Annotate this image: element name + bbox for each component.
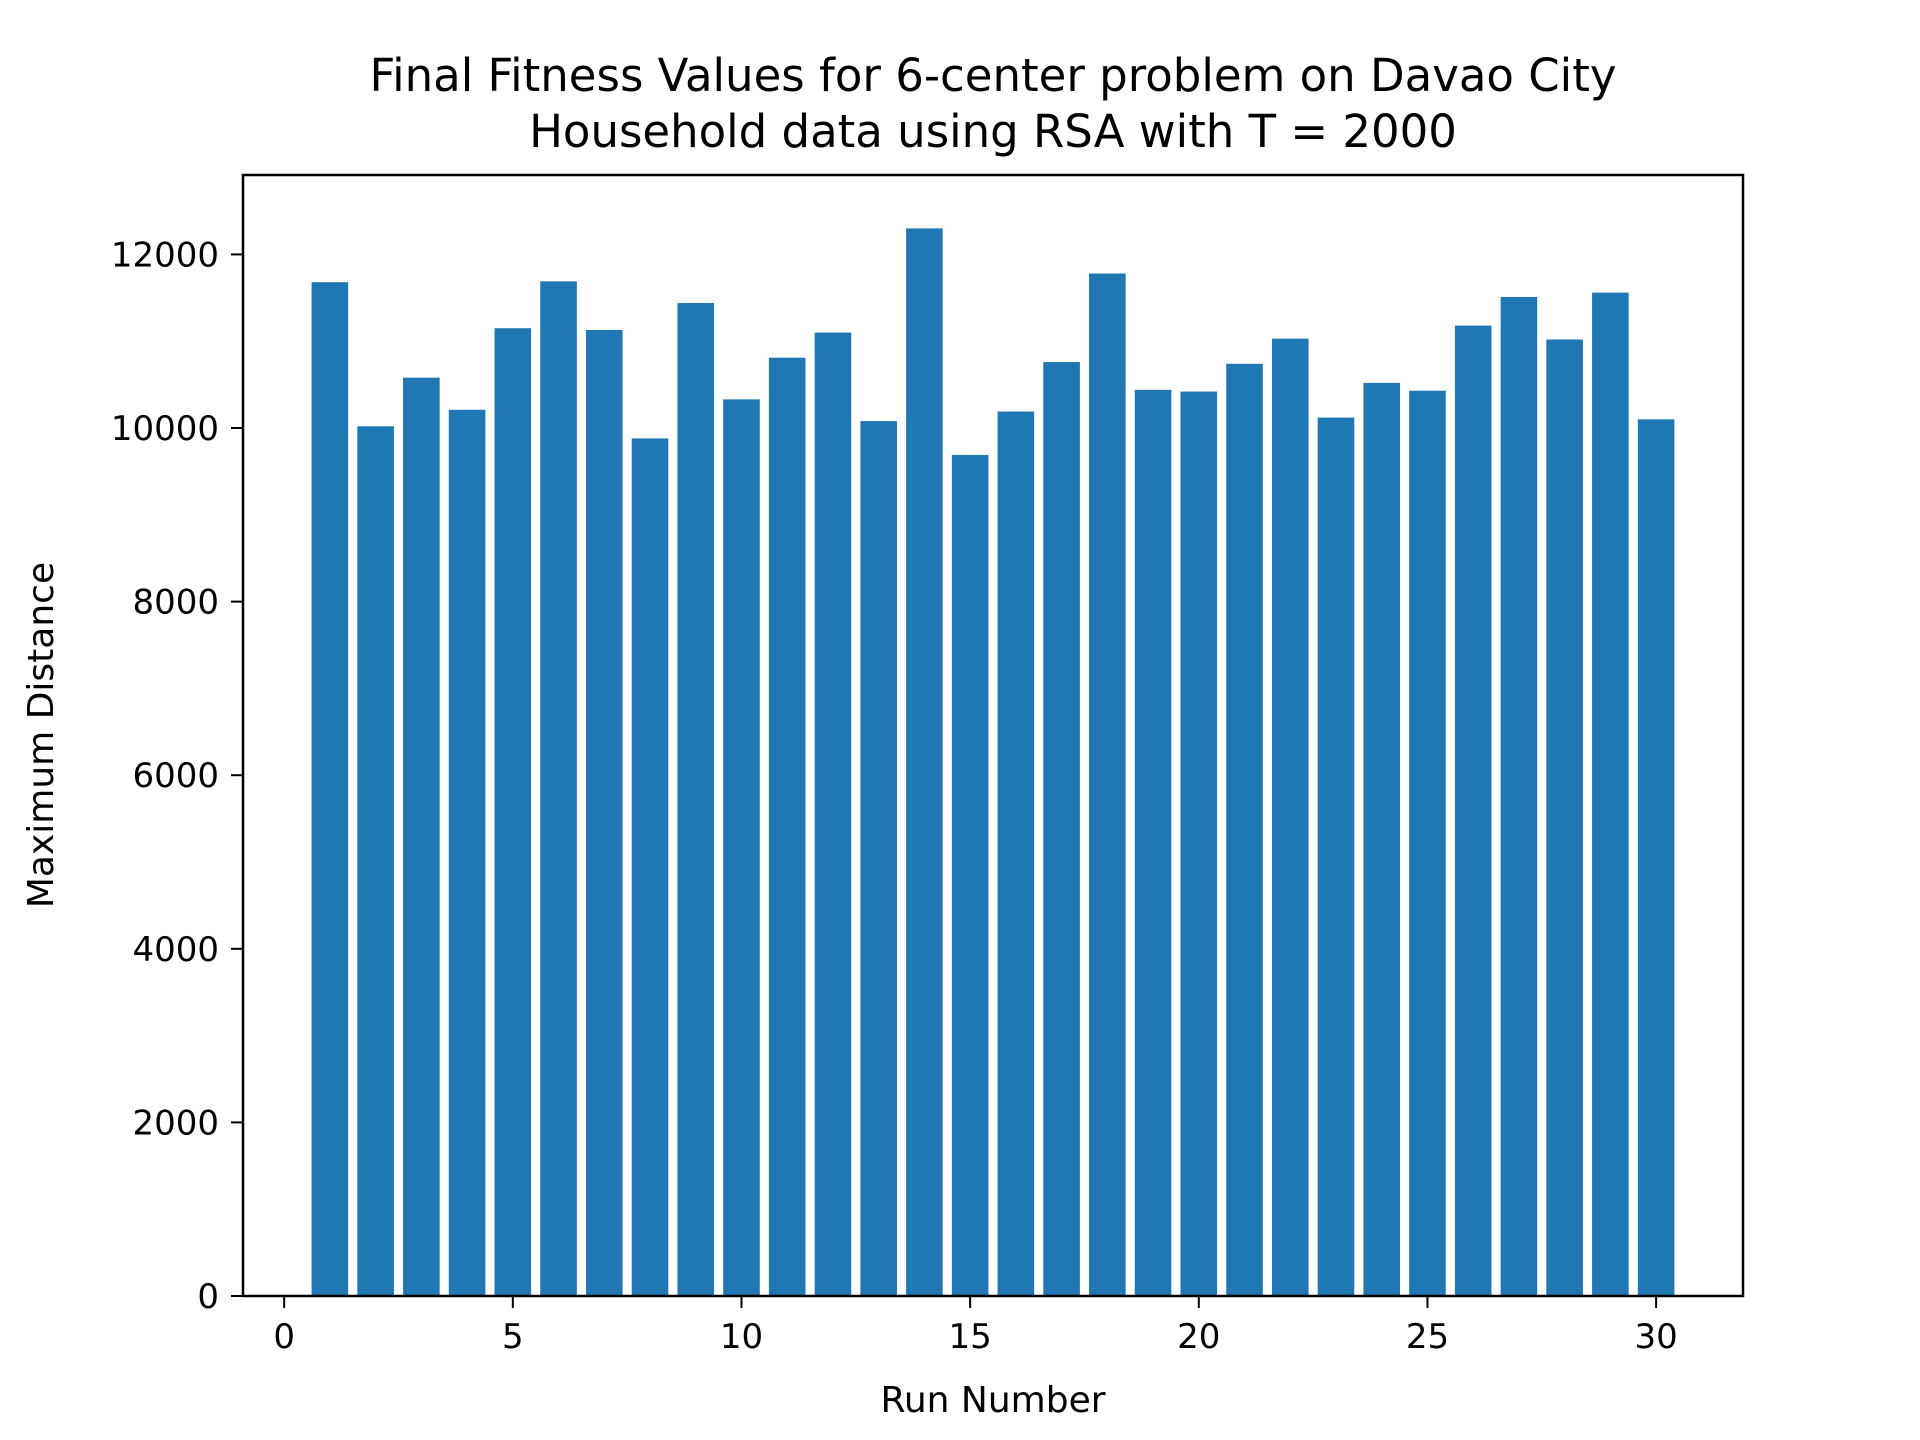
x-tick-label: 0 bbox=[273, 1317, 295, 1357]
x-tick-label: 15 bbox=[949, 1317, 992, 1357]
x-tick-label: 5 bbox=[502, 1317, 524, 1357]
bar-run-13 bbox=[860, 421, 897, 1296]
bar-run-29 bbox=[1592, 292, 1629, 1296]
bar-run-16 bbox=[997, 411, 1035, 1296]
bar-run-22 bbox=[1271, 338, 1309, 1297]
bar-run-26 bbox=[1454, 325, 1492, 1296]
bar-run-6 bbox=[540, 281, 577, 1297]
chart-title-line-2: Household data using RSA with T = 2000 bbox=[529, 105, 1457, 158]
y-axis-label: Maximum Distance bbox=[21, 562, 62, 908]
bar-run-30 bbox=[1637, 419, 1675, 1296]
bar-run-21 bbox=[1226, 363, 1263, 1297]
bar-run-9 bbox=[677, 303, 715, 1297]
y-axis-ticks: 0 2000 4000 6000 8000 10000 12000 bbox=[111, 235, 243, 1317]
x-tick-label: 30 bbox=[1634, 1317, 1677, 1357]
bar-run-15 bbox=[951, 454, 989, 1296]
y-tick-label: 0 bbox=[197, 1277, 219, 1317]
x-tick-label: 10 bbox=[720, 1317, 763, 1357]
y-tick-label: 8000 bbox=[132, 583, 219, 623]
bar-run-4 bbox=[448, 409, 486, 1296]
bar-run-7 bbox=[585, 329, 623, 1297]
bars-group bbox=[311, 228, 1675, 1297]
bar-run-23 bbox=[1317, 417, 1355, 1297]
y-tick-label: 6000 bbox=[132, 756, 219, 796]
bar-run-27 bbox=[1500, 296, 1538, 1296]
x-tick-label: 20 bbox=[1177, 1317, 1220, 1357]
bar-run-12 bbox=[814, 332, 852, 1296]
bar-run-20 bbox=[1180, 391, 1218, 1296]
bar-run-18 bbox=[1089, 273, 1126, 1296]
bar-run-2 bbox=[357, 426, 394, 1296]
y-tick-label: 12000 bbox=[111, 235, 219, 275]
bar-run-3 bbox=[403, 377, 440, 1296]
x-tick-label: 25 bbox=[1406, 1317, 1449, 1357]
plot-frame bbox=[241, 173, 1745, 1298]
x-axis-label: Run Number bbox=[880, 1380, 1105, 1421]
bar-run-24 bbox=[1363, 382, 1401, 1296]
bar-run-11 bbox=[768, 357, 806, 1296]
bar-run-1 bbox=[311, 282, 349, 1296]
bar-run-8 bbox=[631, 438, 669, 1296]
y-tick-label: 4000 bbox=[132, 930, 219, 970]
bar-run-17 bbox=[1043, 362, 1080, 1297]
bar-run-28 bbox=[1546, 339, 1583, 1296]
y-tick-label: 10000 bbox=[111, 409, 219, 449]
bar-run-5 bbox=[494, 328, 532, 1297]
bar-run-19 bbox=[1134, 389, 1172, 1296]
bar-run-25 bbox=[1409, 390, 1446, 1297]
x-axis-ticks: 0 5 10 15 20 25 30 bbox=[273, 1296, 1678, 1357]
bar-run-10 bbox=[723, 399, 760, 1296]
chart-title-line-1: Final Fitness Values for 6-center proble… bbox=[370, 49, 1617, 102]
y-tick-label: 2000 bbox=[132, 1103, 219, 1143]
bar-run-14 bbox=[906, 228, 943, 1296]
